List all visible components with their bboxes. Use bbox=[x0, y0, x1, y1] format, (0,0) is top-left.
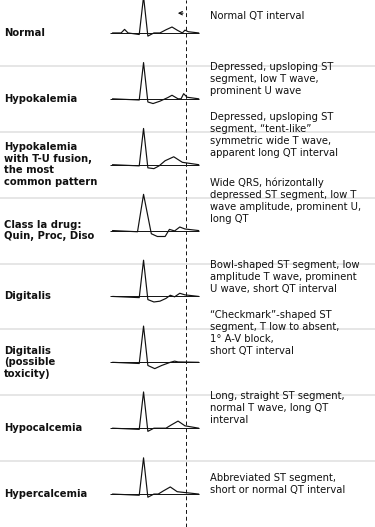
Text: Digitalis
(possible
toxicity): Digitalis (possible toxicity) bbox=[4, 346, 55, 379]
Text: Hypocalcemia: Hypocalcemia bbox=[4, 423, 82, 433]
Text: Hypokalemia
with T-U fusion,
the most
common pattern: Hypokalemia with T-U fusion, the most co… bbox=[4, 142, 97, 187]
Text: Normal QT interval: Normal QT interval bbox=[210, 12, 304, 22]
Text: Wide QRS, hórizontally
depressed ST segment, low T
wave amplitude, prominent U,
: Wide QRS, hórizontally depressed ST segm… bbox=[210, 178, 361, 224]
Text: Normal: Normal bbox=[4, 28, 45, 38]
Text: Hypokalemia: Hypokalemia bbox=[4, 94, 77, 104]
Text: Class Ia drug:
Quin, Proc, Diso: Class Ia drug: Quin, Proc, Diso bbox=[4, 220, 94, 241]
Text: Bowl-shaped ST segment, low
amplitude T wave, prominent
U wave, short QT interva: Bowl-shaped ST segment, low amplitude T … bbox=[210, 260, 360, 294]
Text: Hypercalcemia: Hypercalcemia bbox=[4, 489, 87, 499]
Text: Depressed, upsloping ST
segment, low T wave,
prominent U wave: Depressed, upsloping ST segment, low T w… bbox=[210, 62, 333, 96]
Text: Long, straight ST segment,
normal T wave, long QT
interval: Long, straight ST segment, normal T wave… bbox=[210, 392, 345, 425]
Text: Digitalis: Digitalis bbox=[4, 291, 51, 301]
Text: Depressed, upsloping ST
segment, “tent-like”
symmetric wide T wave,
apparent lon: Depressed, upsloping ST segment, “tent-l… bbox=[210, 112, 338, 158]
Text: “Checkmark”-shaped ST
segment, T low to absent,
1° A-V block,
short QT interval: “Checkmark”-shaped ST segment, T low to … bbox=[210, 310, 339, 356]
Text: Abbreviated ST segment,
short or normal QT interval: Abbreviated ST segment, short or normal … bbox=[210, 473, 345, 495]
